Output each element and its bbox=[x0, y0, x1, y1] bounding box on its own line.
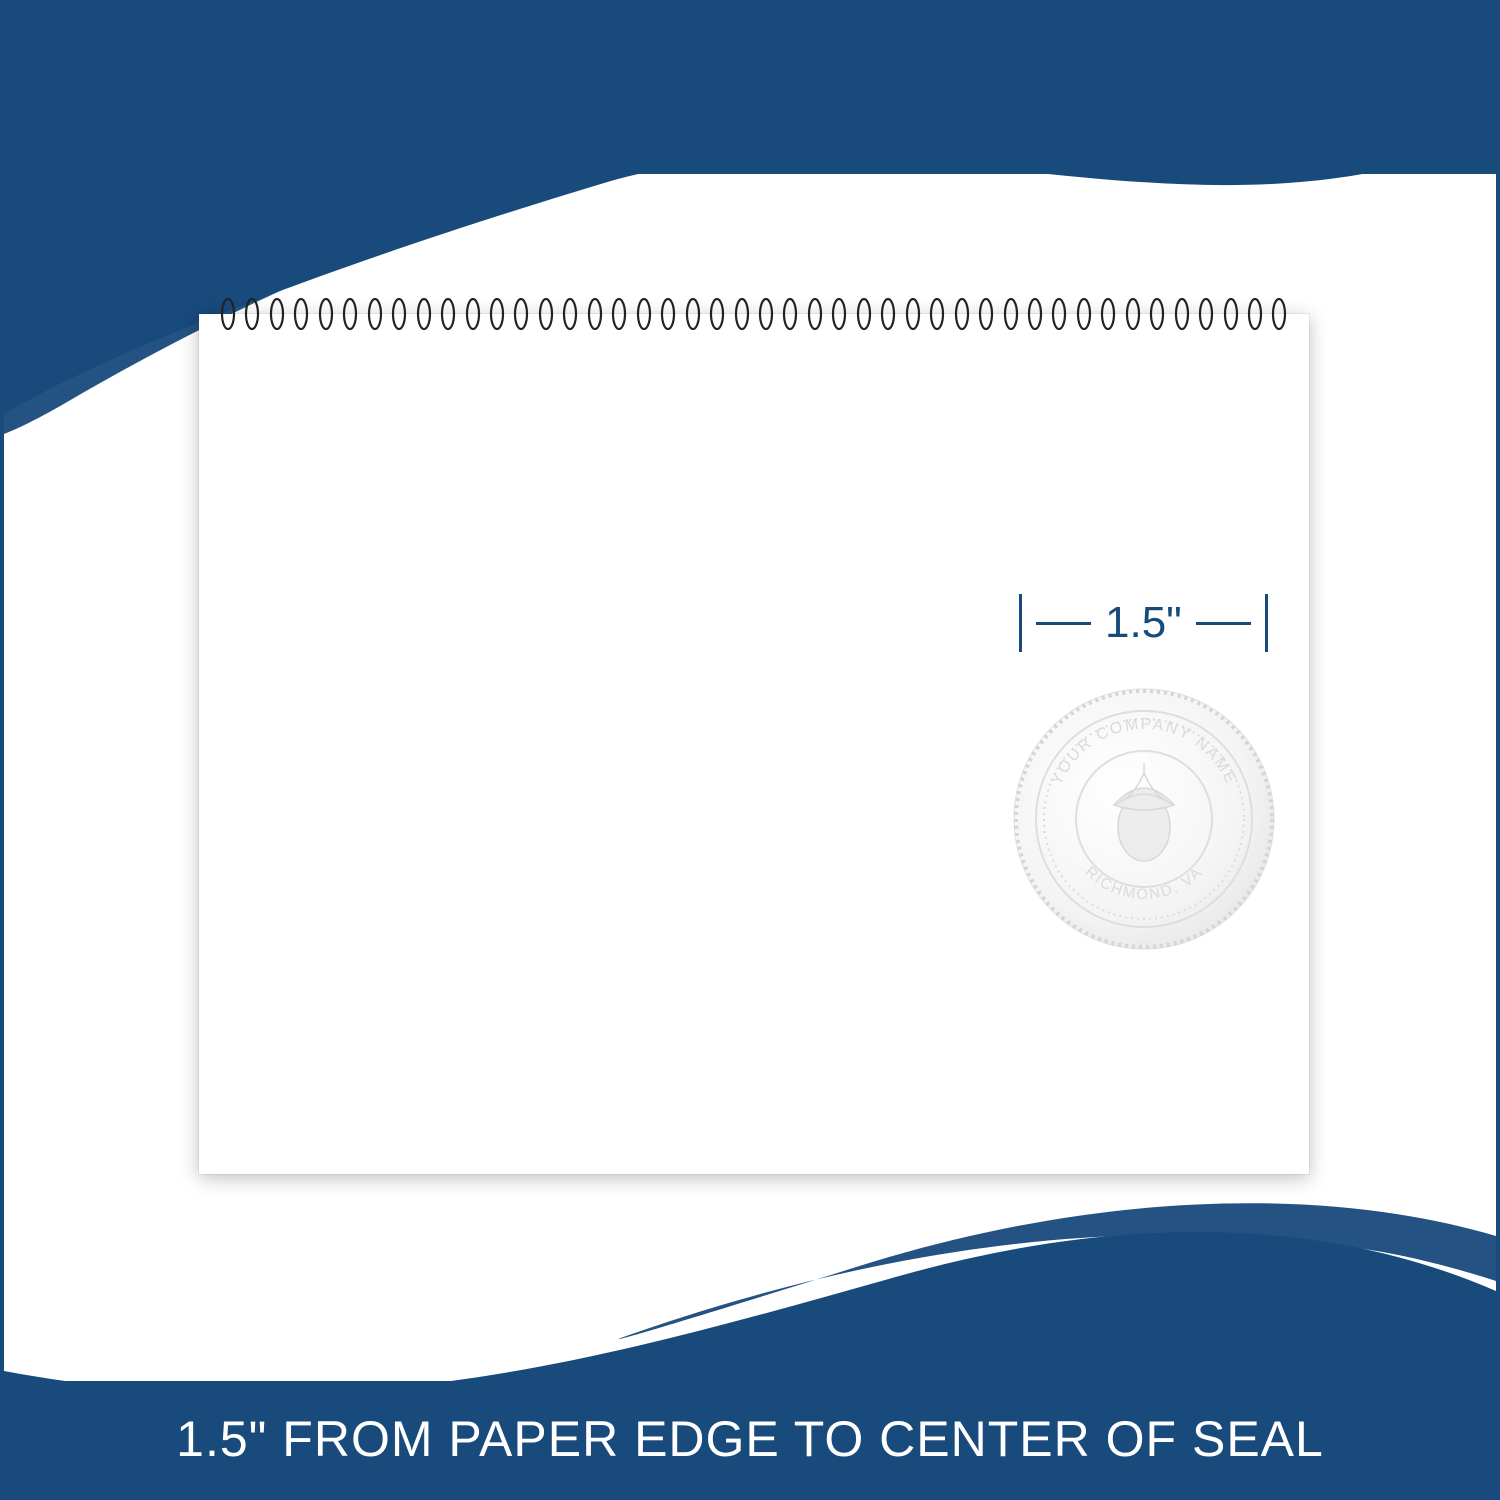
spiral-binding bbox=[219, 296, 1289, 332]
measure-bracket-left bbox=[1019, 594, 1022, 652]
notepad: 1.5" bbox=[199, 314, 1309, 1174]
spiral-ring bbox=[512, 296, 530, 332]
spiral-ring bbox=[1075, 296, 1093, 332]
spiral-ring bbox=[610, 296, 628, 332]
spiral-ring bbox=[977, 296, 995, 332]
measure-label: 1.5" bbox=[1105, 598, 1182, 648]
spiral-ring bbox=[928, 296, 946, 332]
spiral-ring bbox=[708, 296, 726, 332]
measure-line-right bbox=[1196, 622, 1251, 625]
spiral-ring bbox=[684, 296, 702, 332]
spiral-ring bbox=[1026, 296, 1044, 332]
spiral-ring bbox=[1270, 296, 1288, 332]
measure-line-left bbox=[1036, 622, 1091, 625]
spiral-ring bbox=[1197, 296, 1215, 332]
spiral-ring bbox=[219, 296, 237, 332]
spiral-ring bbox=[830, 296, 848, 332]
spiral-ring bbox=[561, 296, 579, 332]
spiral-ring bbox=[292, 296, 310, 332]
footer-text: 1.5" FROM PAPER EDGE TO CENTER OF SEAL bbox=[176, 1410, 1324, 1468]
spiral-ring bbox=[1222, 296, 1240, 332]
spiral-ring bbox=[1050, 296, 1068, 332]
spiral-ring bbox=[635, 296, 653, 332]
spiral-ring bbox=[537, 296, 555, 332]
spiral-ring bbox=[464, 296, 482, 332]
spiral-ring bbox=[366, 296, 384, 332]
spiral-ring bbox=[659, 296, 677, 332]
spiral-ring bbox=[1148, 296, 1166, 332]
footer-band: 1.5" FROM PAPER EDGE TO CENTER OF SEAL bbox=[4, 1381, 1496, 1496]
spiral-ring bbox=[317, 296, 335, 332]
spiral-ring bbox=[1246, 296, 1264, 332]
spiral-ring bbox=[1173, 296, 1191, 332]
spiral-ring bbox=[586, 296, 604, 332]
bottom-swoosh-accent bbox=[618, 1203, 1496, 1339]
spiral-ring bbox=[390, 296, 408, 332]
spiral-ring bbox=[415, 296, 433, 332]
spiral-ring bbox=[488, 296, 506, 332]
outer-frame: SEAL REACH 1.5" bbox=[0, 0, 1500, 1500]
spiral-ring bbox=[439, 296, 457, 332]
spiral-ring bbox=[243, 296, 261, 332]
page-title: SEAL REACH bbox=[447, 38, 1054, 141]
spiral-ring bbox=[879, 296, 897, 332]
spiral-ring bbox=[904, 296, 922, 332]
header-band: SEAL REACH bbox=[4, 4, 1496, 174]
spiral-ring bbox=[1002, 296, 1020, 332]
embossed-seal: YOUR COMPANY NAME RICHMOND, VA bbox=[1009, 684, 1279, 954]
spiral-ring bbox=[757, 296, 775, 332]
spiral-ring bbox=[341, 296, 359, 332]
spiral-ring bbox=[1099, 296, 1117, 332]
spiral-ring bbox=[806, 296, 824, 332]
spiral-ring bbox=[268, 296, 286, 332]
spiral-ring bbox=[781, 296, 799, 332]
spiral-ring bbox=[733, 296, 751, 332]
spiral-ring bbox=[855, 296, 873, 332]
measure-bracket-right bbox=[1265, 594, 1268, 652]
spiral-ring bbox=[1124, 296, 1142, 332]
spiral-ring bbox=[953, 296, 971, 332]
measure-indicator: 1.5" bbox=[1019, 594, 1268, 652]
